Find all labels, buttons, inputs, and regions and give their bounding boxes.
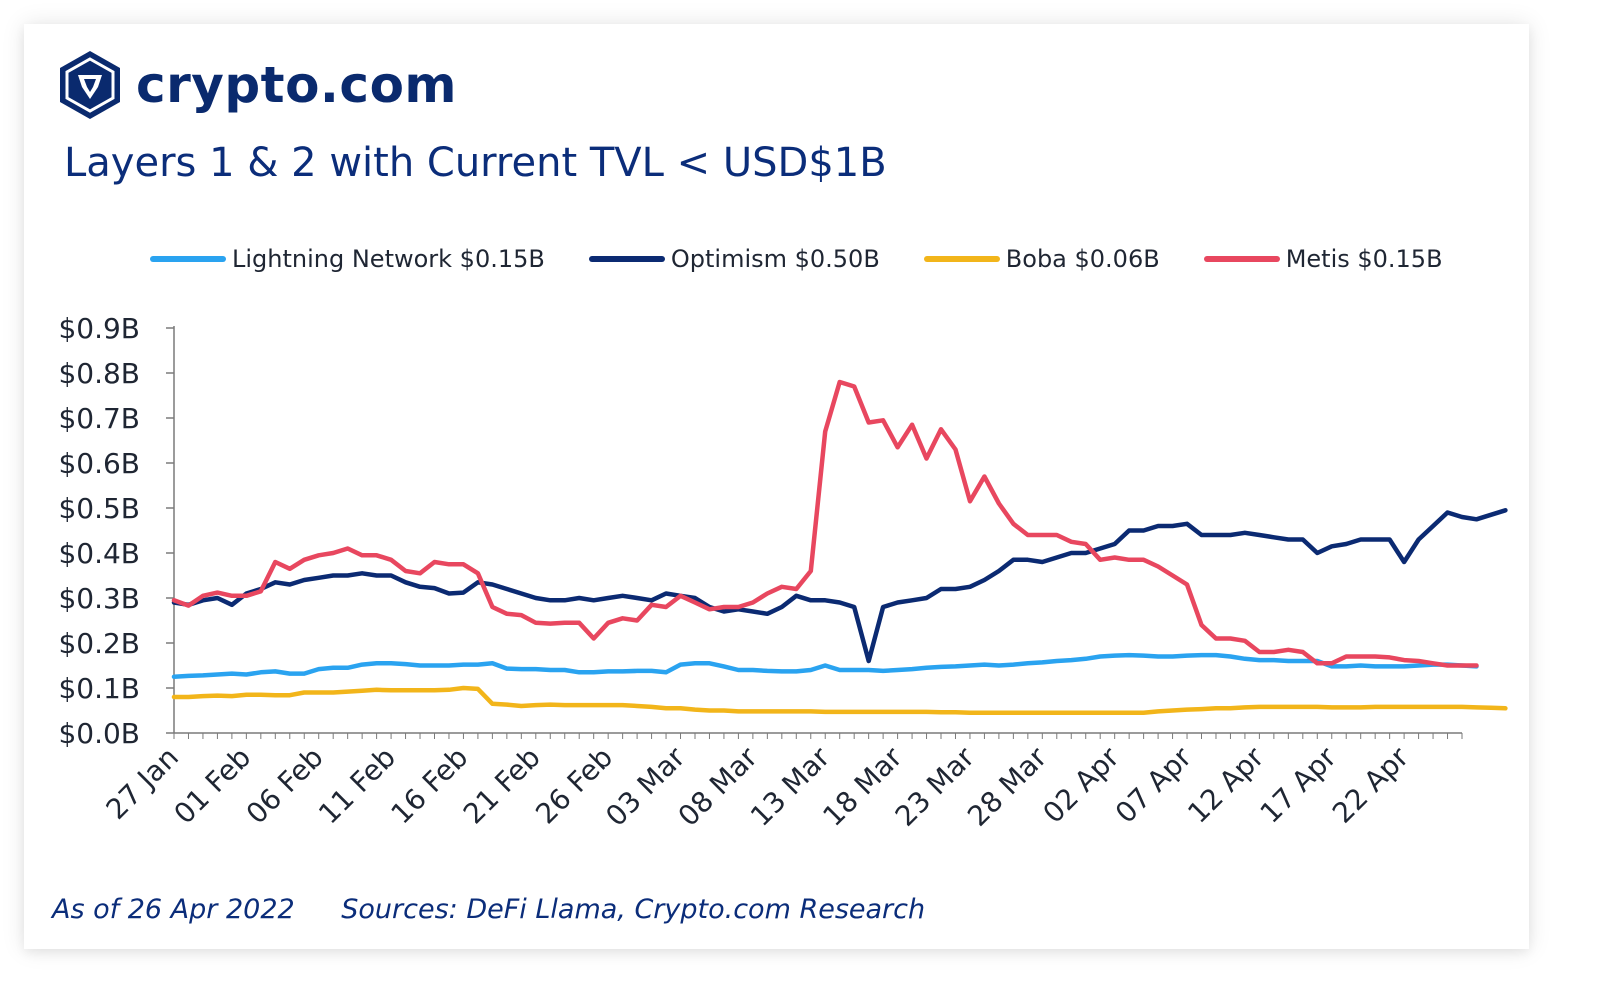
legend-label-1: Optimism $0.50B	[670, 245, 880, 273]
x-tick-label-3: 11 Feb	[312, 741, 402, 831]
y-tick-label-4: $0.4B	[58, 537, 140, 570]
x-tick-label-14: 07 Apr	[1109, 740, 1198, 829]
y-tick-label-6: $0.6B	[58, 447, 140, 480]
x-tick-label-15: 12 Apr	[1181, 740, 1270, 829]
chart-title: Layers 1 & 2 with Current TVL < USD$1B	[64, 140, 887, 186]
x-tick-label-11: 23 Mar	[889, 740, 982, 833]
x-tick-label-17: 22 Apr	[1326, 740, 1415, 829]
legend-label-0: Lightning Network $0.15B	[232, 245, 545, 273]
series-line-2	[171, 685, 1508, 716]
y-tick-label-5: $0.5B	[58, 492, 140, 525]
y-tick-label-9: $0.9B	[58, 312, 140, 345]
x-tick-label-8: 08 Mar	[672, 740, 765, 833]
y-tick-label-1: $0.1B	[58, 672, 140, 705]
y-tick-label-2: $0.2B	[58, 627, 140, 660]
legend-label-2: Boba $0.06B	[1005, 245, 1160, 273]
y-tick-label-8: $0.8B	[58, 357, 140, 390]
series-line-1	[171, 508, 1508, 664]
series-line-3	[171, 379, 1479, 668]
legend-item-3: Metis $0.15B	[1203, 245, 1443, 273]
sources-note: Sources: DeFi Llama, Crypto.com Research	[341, 894, 926, 925]
legend-item-2: Boba $0.06B	[923, 245, 1160, 273]
x-tick-label-16: 17 Apr	[1254, 740, 1343, 829]
x-tick-label-4: 16 Feb	[385, 741, 475, 831]
y-tick-label-7: $0.7B	[58, 402, 140, 435]
chart-card: crypto.com Layers 1 & 2 with Current TVL…	[24, 24, 1529, 949]
y-tick-label-0: $0.0B	[58, 717, 140, 750]
brand-header: crypto.com	[58, 48, 457, 122]
series-line-0	[171, 652, 1479, 680]
x-tick-label-13: 02 Apr	[1037, 740, 1126, 829]
legend-swatch-3	[1203, 256, 1280, 262]
chart-plot: $0.0B $0.1B $0.2B $0.3B $0.4B $0.5B $0.6B $0.7B…	[58, 312, 1508, 833]
legend-label-3: Metis $0.15B	[1285, 245, 1443, 273]
x-tick-label-1: 01 Feb	[167, 741, 257, 831]
x-tick-label-12: 28 Mar	[961, 740, 1054, 833]
legend-item-0: Lightning Network $0.15B	[150, 245, 545, 273]
x-tick-label-7: 03 Mar	[599, 740, 692, 833]
x-tick-label-2: 06 Feb	[240, 741, 330, 831]
x-tick-label-9: 13 Mar	[744, 740, 837, 833]
legend-swatch-0	[150, 256, 226, 262]
legend-swatch-2	[923, 256, 1000, 262]
legend-item-1: Optimism $0.50B	[588, 245, 880, 273]
chart-footer: As of 26 Apr 2022 Sources: DeFi Llama, C…	[52, 894, 963, 925]
as-of-date: As of 26 Apr 2022	[52, 894, 295, 925]
y-tick-label-3: $0.3B	[58, 582, 140, 615]
x-tick-label-5: 21 Feb	[457, 741, 547, 831]
crypto-com-lion-shield-icon	[60, 51, 120, 119]
legend-swatch-1	[588, 256, 665, 262]
chart-legend: Lightning Network $0.15B Optimism $0.50B B…	[150, 242, 1487, 276]
brand-name: crypto.com	[136, 56, 458, 114]
x-tick-label-10: 18 Mar	[816, 740, 909, 833]
